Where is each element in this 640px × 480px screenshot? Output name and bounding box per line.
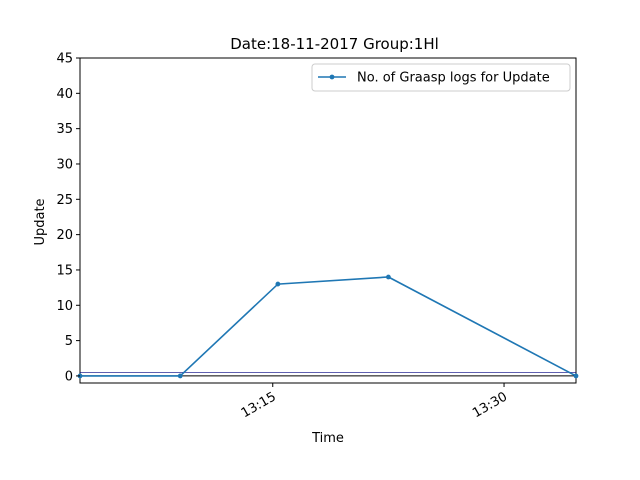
y-axis-title: Update <box>33 198 48 245</box>
y-tick-label: 35 <box>56 122 73 137</box>
series-line <box>80 276 577 377</box>
plot-frame <box>79 57 577 384</box>
legend-label: No. of Graasp logs for Update <box>357 71 550 86</box>
y-tick-label: 0 <box>65 369 73 384</box>
y-tick-label: 25 <box>56 193 73 208</box>
x-tick-label: 13:15 <box>239 389 279 421</box>
y-tick-label: 5 <box>65 334 73 349</box>
y-tick-label: 10 <box>56 299 73 314</box>
x-axis: 13:15 13:30 <box>239 383 510 421</box>
data-point <box>573 373 579 379</box>
y-tick-label: 30 <box>56 157 73 172</box>
y-tick-label: 45 <box>56 52 73 67</box>
y-tick-label: 40 <box>56 87 73 102</box>
legend-box <box>311 63 571 92</box>
data-point <box>177 373 183 379</box>
plot-area <box>79 57 577 384</box>
x-axis-title: Time <box>311 431 344 446</box>
chart-title: Date:18-11-2017 Group:1Hl <box>230 35 439 53</box>
y-axis: 0 5 10 15 20 25 30 35 40 45 <box>56 52 80 384</box>
data-point <box>275 281 281 287</box>
x-tick-label: 13:30 <box>470 389 510 421</box>
y-tick-label: 15 <box>56 263 73 278</box>
y-tick-label: 20 <box>56 228 73 243</box>
legend-marker <box>329 74 335 80</box>
legend: No. of Graasp logs for Update <box>311 63 571 92</box>
series-layer <box>77 274 579 379</box>
data-point <box>385 274 391 280</box>
